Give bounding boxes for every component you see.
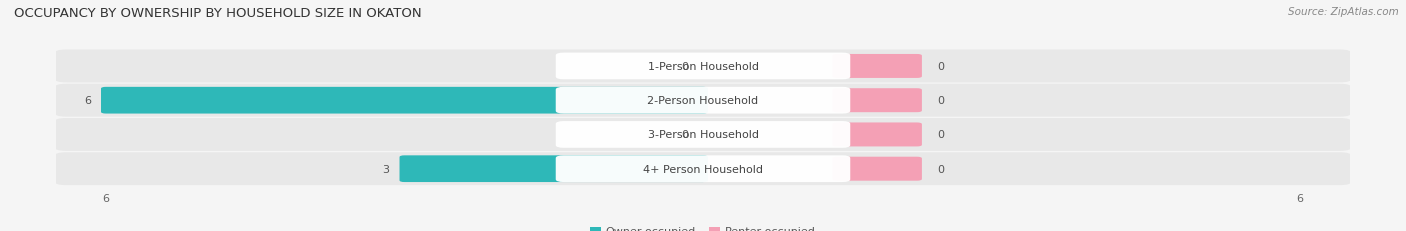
FancyBboxPatch shape	[55, 50, 1351, 83]
Legend: Owner-occupied, Renter-occupied: Owner-occupied, Renter-occupied	[591, 226, 815, 231]
Text: 1-Person Household: 1-Person Household	[648, 62, 758, 72]
FancyBboxPatch shape	[55, 119, 1351, 151]
Text: 3-Person Household: 3-Person Household	[648, 130, 758, 140]
FancyBboxPatch shape	[555, 53, 851, 80]
FancyBboxPatch shape	[555, 122, 851, 148]
Text: 2-Person Household: 2-Person Household	[647, 96, 759, 106]
Text: 3: 3	[382, 164, 389, 174]
Text: 0: 0	[681, 62, 688, 72]
FancyBboxPatch shape	[399, 156, 709, 182]
FancyBboxPatch shape	[101, 88, 709, 114]
Text: 0: 0	[681, 130, 688, 140]
Text: OCCUPANCY BY OWNERSHIP BY HOUSEHOLD SIZE IN OKATON: OCCUPANCY BY OWNERSHIP BY HOUSEHOLD SIZE…	[14, 7, 422, 20]
Text: 6: 6	[84, 96, 91, 106]
Text: 4+ Person Household: 4+ Person Household	[643, 164, 763, 174]
Text: 0: 0	[936, 96, 943, 106]
FancyBboxPatch shape	[555, 88, 851, 114]
FancyBboxPatch shape	[555, 156, 851, 182]
FancyBboxPatch shape	[832, 157, 922, 181]
FancyBboxPatch shape	[55, 84, 1351, 117]
Text: Source: ZipAtlas.com: Source: ZipAtlas.com	[1288, 7, 1399, 17]
Text: 0: 0	[936, 62, 943, 72]
Text: 0: 0	[936, 164, 943, 174]
FancyBboxPatch shape	[832, 55, 922, 79]
FancyBboxPatch shape	[832, 123, 922, 147]
Text: 0: 0	[936, 130, 943, 140]
FancyBboxPatch shape	[55, 153, 1351, 185]
FancyBboxPatch shape	[832, 89, 922, 113]
